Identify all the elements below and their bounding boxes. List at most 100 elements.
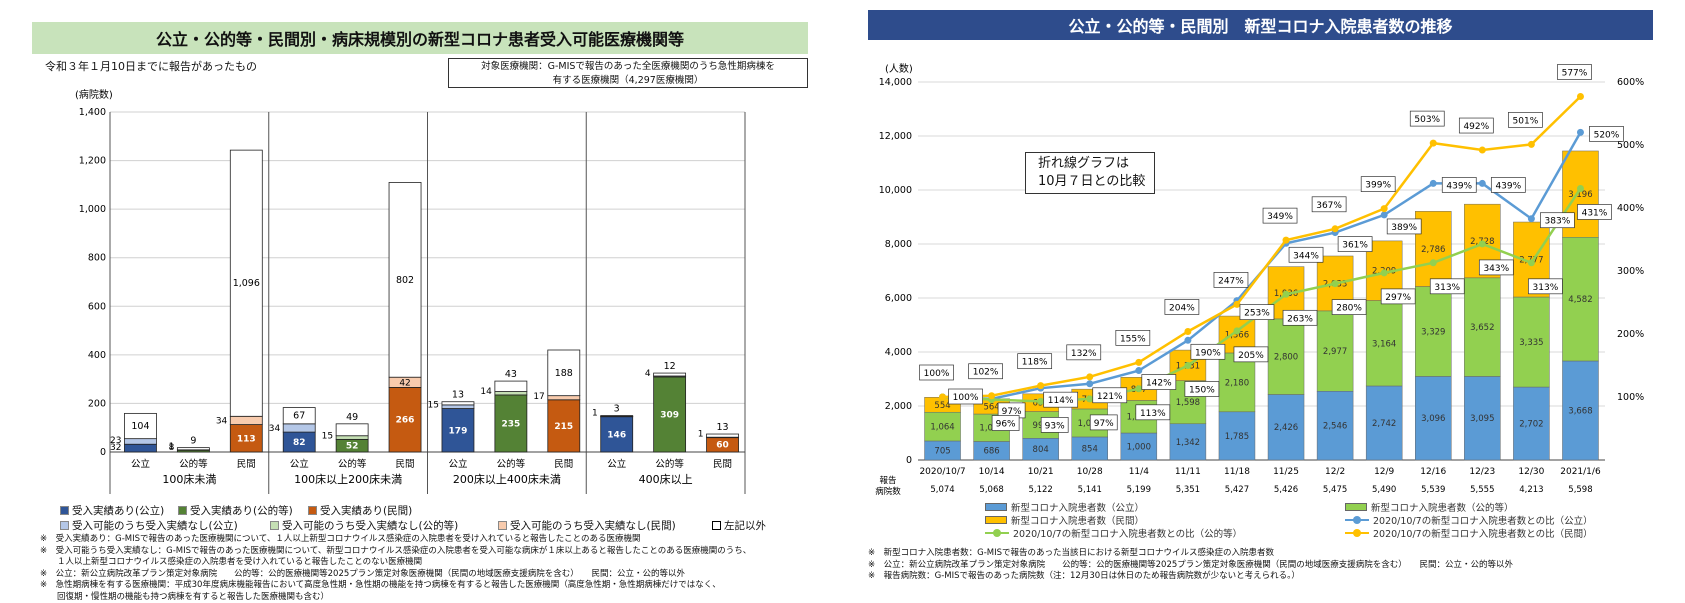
- ratio-label: 349%: [1267, 212, 1293, 222]
- ratio-label: 93%: [1045, 421, 1065, 431]
- ratio-line-point: [1528, 215, 1535, 222]
- right-chart-title: 公立・公的等・民間別 新型コロナ入院患者数の推移: [868, 10, 1653, 40]
- report-count-label: 5,141: [1078, 485, 1102, 495]
- ratio-label: 263%: [1287, 314, 1313, 324]
- right-legend-item-2: 新型コロナ入院患者数（公的等）: [1345, 500, 1514, 514]
- left-y-tick-label: 400: [88, 350, 106, 361]
- left-bar-label: 15: [322, 431, 333, 441]
- left-note-3: １人以上新型コロナウイルス感染症の入院患者を受け入れていると報告したことのない医…: [40, 557, 751, 569]
- left-x-tick-label: 公立: [448, 458, 467, 470]
- left-bar-label: 9: [190, 436, 196, 447]
- right-legend-item-5: 2020/10/7の新型コロナ入院患者数との比（公的等）: [985, 526, 1242, 540]
- left-bar-label: 14: [480, 387, 492, 397]
- report-count-label: 5,074: [930, 485, 954, 495]
- legend-label: 2020/10/7の新型コロナ入院患者数との比（公的等）: [1013, 526, 1242, 540]
- right-bar-label: 2,426: [1274, 423, 1298, 433]
- left-bar-segment: [336, 436, 368, 440]
- ratio-line-point: [1528, 259, 1535, 266]
- legend-label: 新型コロナ入院患者数（民間）: [1011, 513, 1144, 527]
- right-y-axis-title: (人数): [885, 62, 913, 75]
- report-count-title-2: 病院数: [875, 486, 901, 497]
- right-bar-label: 705: [934, 446, 950, 456]
- ratio-line-point: [1037, 398, 1044, 405]
- right-x-tick-label: 10/14: [979, 467, 1005, 477]
- ratio-line-point: [1332, 280, 1339, 287]
- legend-swatch: [985, 503, 1007, 511]
- legend-swatch: [60, 521, 69, 530]
- left-group-label: 400床以上: [639, 472, 693, 486]
- left-x-tick-label: 民間: [396, 459, 415, 470]
- ratio-line-point: [1086, 373, 1093, 380]
- left-bar-segment: [707, 434, 739, 437]
- left-bar-segment: [654, 373, 686, 376]
- ratio-label: 313%: [1533, 283, 1559, 293]
- left-y-tick-label: 600: [88, 301, 106, 312]
- ratio-label: 343%: [1483, 264, 1509, 274]
- ratio-line-point: [1381, 269, 1388, 276]
- ratio-label: 142%: [1146, 379, 1172, 389]
- left-bar-label: 13: [716, 422, 728, 433]
- ratio-label: 205%: [1238, 351, 1264, 361]
- legend-label: 2020/10/7の新型コロナ入院患者数との比（民間）: [1373, 526, 1593, 540]
- right-bar-label: 4,582: [1568, 295, 1592, 305]
- report-count-label: 5,351: [1176, 485, 1200, 495]
- ratio-label: 118%: [1022, 358, 1048, 368]
- legend-label: 受入可能のうち受入実績なし(民間): [510, 518, 676, 533]
- ratio-line-point: [1086, 380, 1093, 387]
- right-x-tick-label: 10/21: [1028, 467, 1054, 477]
- left-bar-label: 52: [346, 442, 359, 452]
- left-x-tick-label: 公的等: [497, 458, 526, 470]
- ratio-label: 367%: [1316, 201, 1342, 211]
- right-bar-label: 3,335: [1519, 338, 1543, 348]
- left-bar-label: 60: [716, 441, 729, 451]
- legend-label: 2020/10/7の新型コロナ入院患者数との比（公立）: [1373, 513, 1593, 527]
- ratio-label: 520%: [1594, 130, 1620, 140]
- left-legend-item-1: 受入実績あり(公立): [60, 503, 164, 518]
- right-y-tick-label: 2,000: [885, 401, 912, 412]
- right-bar-label: 2,977: [1323, 347, 1347, 357]
- left-legend-item-5: 受入可能のうち受入実績なし(公的等): [270, 518, 458, 533]
- ratio-label: 501%: [1513, 116, 1539, 126]
- left-bar-label: 1: [592, 409, 598, 419]
- ratio-line-point: [1233, 327, 1240, 334]
- ratio-label: 204%: [1169, 303, 1195, 313]
- left-bar-label: 1,096: [233, 278, 260, 289]
- legend-line: [985, 532, 1009, 534]
- right-bar-label: 1,000: [1127, 443, 1151, 453]
- right-legend-item-6: 2020/10/7の新型コロナ入院患者数との比（民間）: [1345, 526, 1593, 540]
- right-x-tick-label: 12/16: [1420, 467, 1446, 477]
- left-bar-segment: [601, 416, 633, 417]
- ratio-label: 155%: [1120, 334, 1146, 344]
- right-y2-tick-label: 200%: [1617, 329, 1644, 340]
- legend-line: [1345, 532, 1369, 534]
- report-count-label: 4,213: [1519, 485, 1543, 495]
- report-count-label: 5,199: [1127, 485, 1151, 495]
- ratio-label: 100%: [924, 369, 950, 379]
- legend-swatch: [308, 506, 317, 515]
- left-bar-segment: [124, 439, 156, 445]
- ratio-line-point: [1577, 129, 1584, 136]
- right-x-tick-label: 11/25: [1273, 467, 1299, 477]
- right-y-tick-label: 10,000: [879, 185, 912, 196]
- ratio-label: 361%: [1342, 241, 1368, 251]
- left-group-label: 100床以上200床未満: [294, 472, 402, 486]
- legend-label: 新型コロナ入院患者数（公立）: [1011, 500, 1144, 514]
- left-bar-label: 1: [698, 429, 704, 439]
- left-y-tick-label: 1,200: [79, 156, 106, 167]
- right-y2-tick-label: 300%: [1617, 266, 1644, 277]
- left-y-tick-label: 200: [88, 398, 106, 409]
- ratio-line-point: [1528, 141, 1535, 148]
- right-bar-label: 3,652: [1470, 323, 1494, 333]
- ratio-label: 247%: [1218, 276, 1244, 286]
- ratio-label: 113%: [1140, 409, 1166, 419]
- right-x-tick-label: 2021/1/6: [1560, 467, 1601, 477]
- legend-line: [1345, 519, 1369, 521]
- left-x-tick-label: 公立: [607, 458, 626, 470]
- callout-line-2: 10月７日との比較: [1038, 173, 1154, 191]
- left-bar-segment: [548, 396, 580, 400]
- left-bar-label: 113: [237, 434, 256, 444]
- right-x-tick-label: 12/30: [1518, 467, 1544, 477]
- left-bar-label: 215: [554, 422, 573, 432]
- left-note-1: ※ 受入実績あり：G-MISで報告のあった医療機関について、１人以上新型コロナウ…: [40, 534, 751, 546]
- report-count-label: 5,427: [1225, 485, 1249, 495]
